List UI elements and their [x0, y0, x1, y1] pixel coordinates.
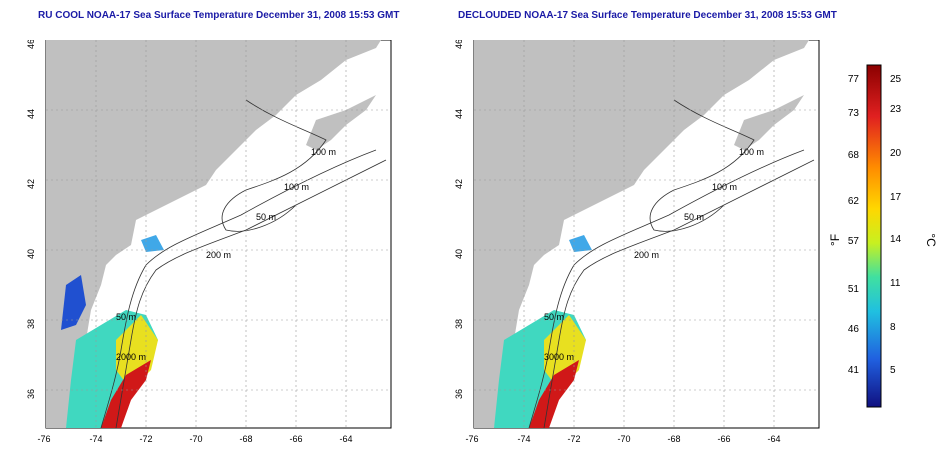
panel-1-title: RU COOL NOAA-17 Sea Surface Temperature … — [38, 10, 400, 21]
lon-tick: -70 — [617, 434, 630, 444]
land-nova-scotia — [734, 95, 804, 150]
lat-tick: 36 — [26, 389, 36, 399]
contour-label: 200 m — [634, 250, 659, 260]
contour-label: 100 m — [284, 182, 309, 192]
contour-label: 3000 m — [544, 352, 574, 362]
lat-tick: 42 — [454, 179, 464, 189]
lon-tick: -66 — [289, 434, 302, 444]
lat-tick: 40 — [26, 249, 36, 259]
contour-label: 2000 m — [116, 352, 146, 362]
contour-label: 50 m — [256, 212, 276, 222]
lat-tick: 38 — [454, 319, 464, 329]
f-tick: 57 — [848, 236, 860, 247]
lon-tick: -66 — [717, 434, 730, 444]
c-tick: 17 — [890, 192, 902, 203]
f-tick: 62 — [848, 196, 860, 207]
sst-map-panel-1: 100 m 100 m 50 m 200 m 50 m 2000 m -76 -… — [26, 40, 392, 444]
sst-gulfstream — [101, 360, 151, 428]
colorbar-gradient — [866, 64, 882, 408]
sst-gulfstream — [529, 360, 579, 428]
lat-tick: 44 — [26, 109, 36, 119]
lon-tick: -72 — [567, 434, 580, 444]
depth-contour — [543, 159, 815, 429]
contour-label: 50 m — [684, 212, 704, 222]
lon-tick: -64 — [339, 434, 352, 444]
temperature-colorbar: 77 73 68 62 57 51 46 41 25 23 20 17 14 1… — [828, 64, 938, 408]
depth-contour-2 — [100, 149, 377, 429]
land-mass — [474, 40, 809, 428]
depth-contour-2 — [528, 149, 805, 429]
sst-cold-patch-2 — [141, 235, 164, 252]
c-tick: 11 — [890, 278, 901, 289]
c-tick: 14 — [890, 234, 902, 245]
f-tick: 77 — [848, 74, 860, 85]
contour-label: 100 m — [311, 147, 336, 157]
f-tick: 73 — [848, 108, 860, 119]
contour-label: 100 m — [739, 147, 764, 157]
c-tick: 5 — [890, 365, 896, 376]
c-tick: 8 — [890, 322, 896, 333]
f-tick: 41 — [848, 365, 860, 376]
land-nova-scotia — [306, 95, 376, 150]
sst-cold-patch-2 — [569, 235, 592, 252]
lat-tick: 42 — [26, 179, 36, 189]
lon-tick: -76 — [465, 434, 478, 444]
contour-label: 50 m — [116, 312, 136, 322]
fahrenheit-label: °F — [828, 234, 842, 246]
f-tick: 46 — [848, 324, 860, 335]
depth-contour — [115, 159, 387, 429]
lat-tick: 36 — [454, 389, 464, 399]
lat-tick: 40 — [454, 249, 464, 259]
c-tick: 20 — [890, 148, 902, 159]
lon-tick: -74 — [89, 434, 102, 444]
sst-cold-patch — [61, 275, 86, 330]
contour-label: 200 m — [206, 250, 231, 260]
lon-tick: -68 — [239, 434, 252, 444]
lon-tick: -72 — [139, 434, 152, 444]
f-tick: 51 — [848, 284, 860, 295]
celsius-label: °C — [924, 233, 938, 247]
c-tick: 23 — [890, 104, 902, 115]
c-tick: 25 — [890, 74, 902, 85]
contour-label: 100 m — [712, 182, 737, 192]
land-mass — [46, 40, 381, 428]
lon-tick: -76 — [37, 434, 50, 444]
lon-tick: -70 — [189, 434, 202, 444]
lon-tick: -64 — [767, 434, 780, 444]
depth-contour-3 — [221, 99, 327, 232]
lat-tick: 38 — [26, 319, 36, 329]
contour-label: 50 m — [544, 312, 564, 322]
panel-2-title: DECLOUDED NOAA-17 Sea Surface Temperatur… — [458, 10, 837, 21]
lat-tick: 46 — [454, 40, 464, 49]
sst-map-panel-2: 100 m 100 m 50 m 200 m 50 m 3000 m -76 -… — [454, 40, 820, 444]
lat-tick: 46 — [26, 40, 36, 49]
f-tick: 68 — [848, 150, 860, 161]
lat-tick: 44 — [454, 109, 464, 119]
depth-contour-3 — [649, 99, 755, 232]
lon-tick: -68 — [667, 434, 680, 444]
lon-tick: -74 — [517, 434, 530, 444]
